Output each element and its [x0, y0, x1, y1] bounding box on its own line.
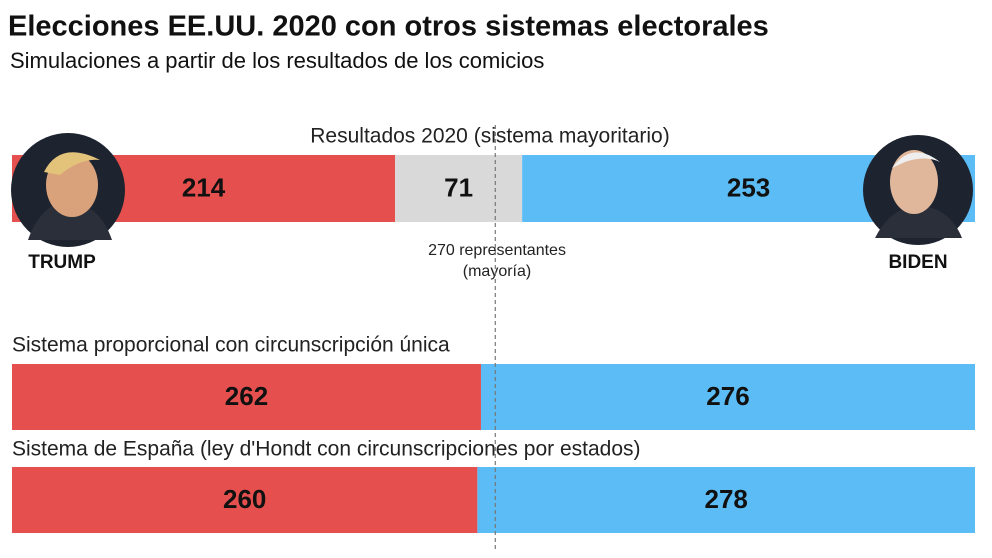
biden-photo [863, 135, 973, 245]
chart-title: Elecciones EE.UU. 2020 con otros sistema… [8, 11, 769, 43]
value-label: 253 [727, 172, 770, 202]
annotation: 270 representantes [428, 242, 566, 259]
bar-segment [395, 155, 523, 222]
value-label: 278 [704, 484, 747, 514]
chart-subtitle: Simulaciones a partir de los resultados … [10, 48, 544, 73]
bar-segment [12, 467, 478, 533]
trump-photo [11, 133, 125, 247]
bars: 214 71 253 262 276 260 278 [12, 155, 975, 533]
bar-segment [480, 364, 975, 430]
annotation: (mayoría) [463, 263, 531, 280]
legend-label: TRUMP [28, 252, 96, 273]
category-label: Resultados 2020 (sistema mayoritario) [310, 125, 669, 148]
category-label: Sistema proporcional con circunscripción… [12, 334, 450, 357]
value-label: 276 [706, 381, 749, 411]
bar-segment [12, 364, 481, 430]
value-label: 71 [444, 172, 473, 202]
category-label: Sistema de España (ley d'Hondt con circu… [12, 438, 641, 461]
value-label: 260 [223, 484, 266, 514]
value-label: 214 [182, 172, 226, 202]
bar-segment [477, 467, 975, 533]
value-label: 262 [225, 381, 268, 411]
legend-label: BIDEN [888, 252, 947, 273]
